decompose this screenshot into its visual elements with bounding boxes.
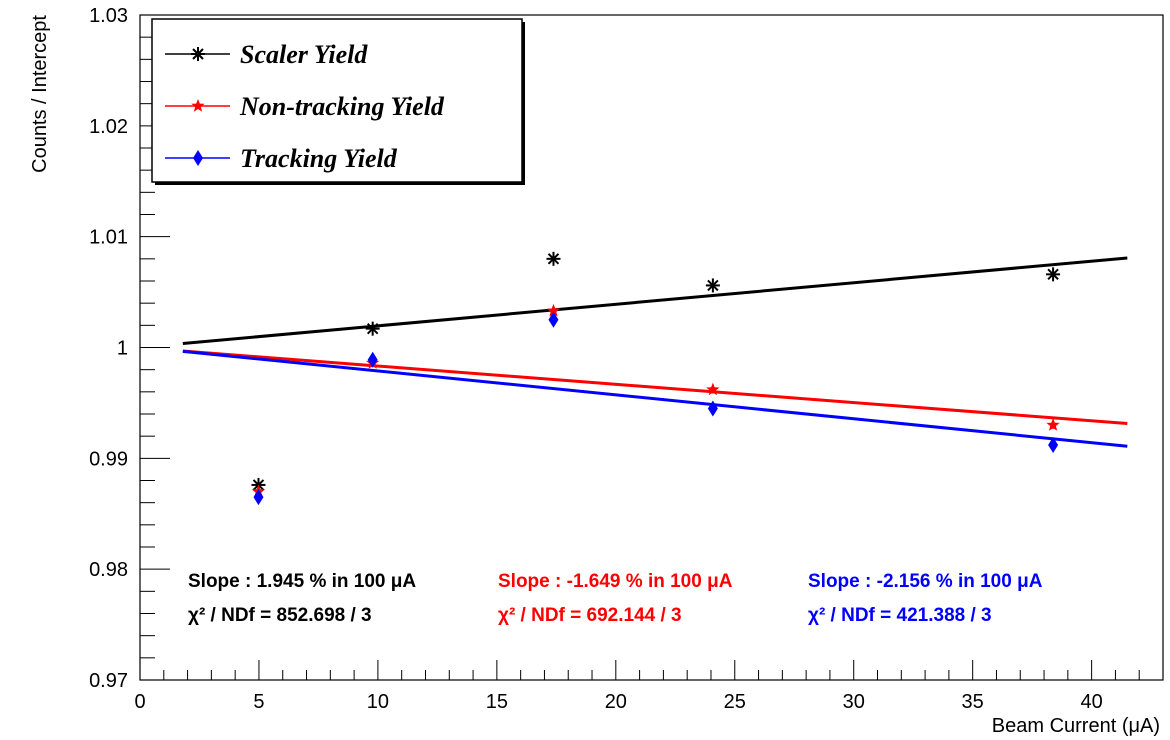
- legend-marker: [193, 150, 203, 166]
- legend-marker: [191, 47, 205, 61]
- data-point: [707, 400, 718, 417]
- legend-box: [151, 18, 523, 183]
- x-tick-label: 35: [962, 691, 984, 713]
- fit-line-2: [182, 349, 1128, 448]
- y-tick-label: 1.03: [89, 5, 128, 27]
- x-tick-label: 20: [605, 691, 627, 713]
- legend-label: Non-tracking Yield: [239, 92, 445, 121]
- data-point: [1046, 418, 1060, 431]
- y-tick-label: 1: [117, 338, 128, 360]
- data-point: [705, 278, 720, 293]
- data-point: [1046, 267, 1061, 282]
- data-point: [548, 311, 559, 328]
- data-point: [253, 489, 264, 506]
- x-tick-label: 25: [724, 691, 746, 713]
- y-tick-label: 0.97: [89, 670, 128, 692]
- slope-annotation: Slope : -1.649 % in 100 μA: [498, 571, 733, 592]
- data-point: [1048, 437, 1059, 454]
- chi2-annotation: χ² / NDf = 852.698 / 3: [188, 605, 372, 626]
- y-tick-label: 1.02: [89, 116, 128, 138]
- data-point: [546, 303, 561, 317]
- data-point: [706, 382, 720, 396]
- slope-annotation: Slope : -2.156 % in 100 μA: [808, 571, 1043, 592]
- legend-marker: [191, 99, 205, 112]
- x-tick-label: 40: [1081, 691, 1103, 713]
- x-tick-label: 15: [486, 691, 508, 713]
- data-point: [367, 351, 378, 368]
- slope-annotation: Slope : 1.945 % in 100 μA: [188, 571, 416, 592]
- chi2-annotation: χ² / NDf = 692.144 / 3: [498, 605, 682, 626]
- x-tick-label: 30: [843, 691, 865, 713]
- fit-line-1: [182, 349, 1128, 426]
- y-tick-label: 0.99: [89, 448, 128, 470]
- chi2-annotation: χ² / NDf = 421.388 / 3: [808, 605, 992, 626]
- data-point: [365, 321, 380, 336]
- legend-label: Tracking Yield: [240, 144, 398, 173]
- y-tick-label: 0.98: [89, 559, 128, 581]
- fit-line-0: [182, 256, 1128, 346]
- x-tick-label: 10: [367, 691, 389, 713]
- x-tick-label: 5: [253, 691, 264, 713]
- data-point: [546, 251, 561, 266]
- x-axis-title: Beam Current (μA): [992, 715, 1160, 737]
- y-tick-label: 1.01: [89, 227, 128, 249]
- legend-label: Scaler Yield: [240, 40, 368, 69]
- x-tick-label: 0: [134, 691, 145, 713]
- y-axis-title: Counts / Intercept: [29, 15, 51, 173]
